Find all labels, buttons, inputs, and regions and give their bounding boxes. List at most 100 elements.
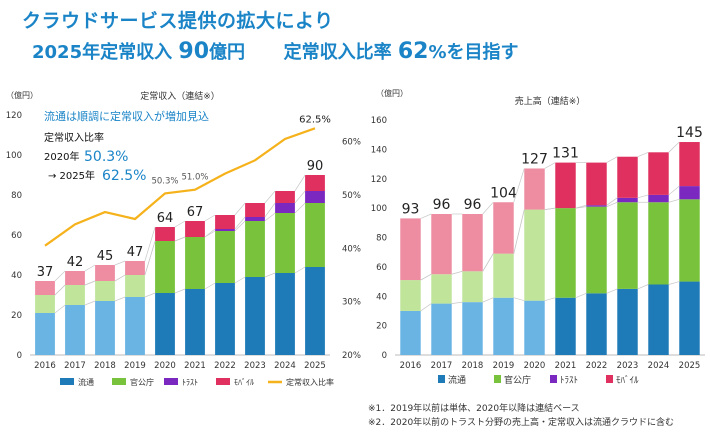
left-chart-y2tick: 30% — [342, 298, 361, 308]
left-chart-connector — [234, 216, 246, 230]
left-chart-bar-ryutsu — [305, 267, 325, 355]
right-chart-bar-kanko — [648, 202, 669, 285]
left-chart-bar-ryutsu — [185, 289, 205, 355]
right-chart-bar-trust — [617, 197, 638, 203]
right-legend-label-kanko: 官公庁 — [504, 374, 531, 386]
left-chart-connector — [234, 202, 246, 216]
left-legend-swatch-kanko — [112, 378, 126, 385]
left-chart-bar-mobile — [305, 175, 325, 191]
left-chart-connector — [234, 276, 246, 284]
left-chart-connector — [204, 282, 216, 290]
right-chart-xtick: 2019 — [493, 361, 515, 371]
right-chart-connector — [544, 162, 556, 169]
left-chart-total-label: 47 — [127, 245, 144, 260]
left-chart-connector — [234, 220, 246, 232]
right-chart-connector — [513, 168, 525, 203]
right-chart-bar-ryutsu — [524, 300, 545, 355]
left-chart-y2tick: 60% — [342, 138, 361, 148]
right-chart-connector — [606, 201, 618, 207]
right-chart-connector — [606, 288, 618, 294]
right-chart-connector — [637, 151, 649, 158]
left-chart-unit-label: （億円） — [6, 90, 38, 100]
footnote-2: ※2．2020年以前のトラスト分野の売上高・定常収入は流通クラウドに含む — [368, 418, 674, 428]
left-chart-bar-trust — [305, 191, 325, 203]
right-chart-total-label: 96 — [464, 197, 482, 213]
annotation-line1-prefix: 2020年 — [44, 150, 79, 163]
right-chart-bar-mobile — [462, 214, 483, 272]
right-chart-bar-ryutsu — [586, 293, 607, 355]
left-chart-bar-ryutsu — [65, 305, 85, 355]
right-legend-swatch-trust — [550, 375, 557, 383]
left-chart-ytick: 20 — [11, 311, 22, 321]
left-chart-bar-ryutsu — [155, 293, 175, 355]
page-title-line1: クラウドサービス提供の拡大により — [22, 10, 334, 32]
left-chart-total-label: 64 — [157, 211, 174, 226]
left-chart-total-label: 37 — [37, 265, 54, 280]
annotation-label: 定常収入比率 — [44, 131, 104, 144]
left-chart-connector — [174, 220, 186, 228]
left-chart-connector — [294, 202, 306, 214]
left-chart-bar-ryutsu — [215, 283, 235, 355]
title-target-unit: 億円 — [209, 42, 246, 63]
left-chart-bar-ryutsu — [125, 297, 145, 355]
right-chart-total-label: 127 — [521, 151, 548, 167]
right-chart-bar-mobile — [617, 156, 638, 198]
right-chart-bar-mobile — [555, 162, 576, 209]
right-chart-xtick: 2023 — [617, 361, 639, 371]
left-chart-total-label: 42 — [67, 255, 84, 270]
footnote-1: ※1．2019年以前は単体、2020年以降は連結ベース — [368, 404, 580, 414]
right-chart-total-label: 131 — [552, 146, 579, 162]
annotation-line2-value: 62.5% — [102, 168, 146, 184]
right-chart-bar-mobile — [524, 168, 545, 210]
right-chart-bar-ryutsu — [555, 297, 576, 355]
right-chart-xtick: 2017 — [431, 361, 453, 371]
left-chart-bar-ryutsu — [275, 273, 295, 355]
left-chart-xtick: 2025 — [304, 361, 326, 371]
left-legend-swatch-trust — [164, 378, 178, 385]
right-chart-bar-trust — [648, 194, 669, 203]
left-chart-ytick: 40 — [11, 271, 22, 281]
right-chart-xtick: 2021 — [555, 361, 577, 371]
right-chart-connector — [544, 297, 556, 301]
right-chart-connector — [544, 207, 556, 210]
left-chart-connector — [294, 266, 306, 274]
left-chart-connector — [204, 228, 216, 238]
left-chart-bar-kanko — [155, 241, 175, 293]
right-chart-total-label: 104 — [490, 185, 517, 201]
right-chart-connector — [637, 284, 649, 290]
left-legend-label-kanko: 官公庁 — [130, 377, 154, 387]
left-chart-connector — [84, 264, 96, 272]
left-chart-connector — [174, 236, 186, 242]
left-chart-ytick: 80 — [11, 191, 22, 201]
left-chart-connector — [84, 300, 96, 306]
left-chart-connector — [84, 280, 96, 286]
right-chart-connector — [668, 141, 680, 153]
left-chart-bar-mobile — [185, 221, 205, 237]
left-chart-connector — [54, 270, 66, 282]
right-chart-ytick: 120 — [371, 175, 387, 185]
left-chart-bar-mobile — [65, 271, 85, 285]
left-chart-bar-kanko — [125, 275, 145, 297]
left-chart-title: 定常収入（連結※） — [140, 90, 220, 102]
right-legend-swatch-mobile — [606, 375, 613, 383]
left-chart-bar-mobile — [125, 261, 145, 275]
right-chart-bar-ryutsu — [431, 303, 452, 355]
left-chart-connector — [294, 174, 306, 192]
annotation-line2-prefix: → 2025年 — [48, 169, 95, 182]
right-chart-bar-kanko — [524, 209, 545, 301]
right-chart-connector — [575, 292, 587, 299]
left-chart-bar-ryutsu — [35, 313, 55, 355]
right-chart-bar-trust — [679, 186, 700, 200]
right-chart-bar-ryutsu — [679, 281, 700, 355]
right-legend-label-ryutsu: 流通 — [448, 374, 466, 386]
title-ratio-unit: %を目指す — [428, 42, 519, 63]
left-legend-swatch-ryutsu — [60, 378, 74, 385]
right-chart-ytick: 100 — [371, 204, 387, 214]
left-chart-bar-kanko — [245, 221, 265, 277]
title-target-value: 90 — [178, 39, 210, 64]
right-chart-connector — [482, 202, 494, 215]
left-chart-connector — [294, 190, 306, 204]
right-chart-xtick: 2024 — [648, 361, 670, 371]
left-legend-label-trust: ﾄﾗｽﾄ — [182, 378, 198, 387]
